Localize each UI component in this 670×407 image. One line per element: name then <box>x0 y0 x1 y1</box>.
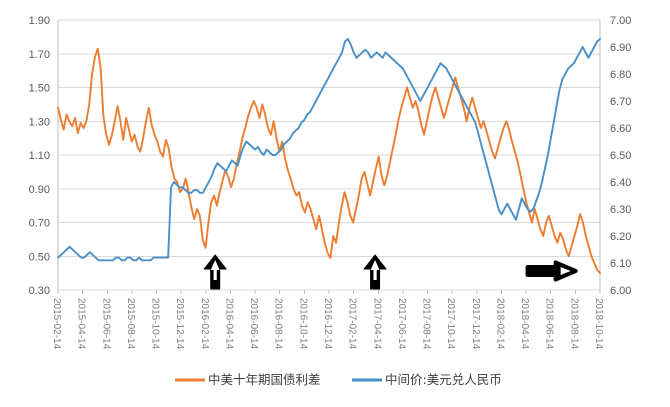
x-axis-tick-label-text: 2016-04-14 <box>223 298 234 350</box>
left-axis-tick-label: 1.70 <box>29 49 50 61</box>
right-axis-tick-label: 7.00 <box>610 15 631 27</box>
x-axis-tick-label-text: 2017-04-14 <box>371 298 382 350</box>
right-axis-tick-label: 6.80 <box>610 69 631 81</box>
x-axis-tick-label: 2017-02-14 <box>347 298 358 350</box>
x-axis-tick-label-text: 2017-06-14 <box>396 298 407 350</box>
left-axis-tick-label: 1.50 <box>29 83 50 95</box>
annotations <box>203 254 578 290</box>
x-axis-tick-label-text: 2017-02-14 <box>347 298 358 350</box>
arrow-up-inner <box>210 260 220 270</box>
left-axis-tick-label: 0.50 <box>29 251 50 263</box>
x-axis-tick-label-text: 2018-04-14 <box>519 298 530 350</box>
x-axis-tick-label: 2015-08-14 <box>125 298 136 350</box>
chart-legend: 中美十年期国债利差 中间价:美元兑人民币 <box>175 372 502 387</box>
x-axis-tick-label-text: 2015-12-14 <box>174 298 185 350</box>
right-axis-tick-label: 6.20 <box>610 231 631 243</box>
arrow-up-inner <box>370 260 380 270</box>
x-axis-tick-label-text: 2017-10-14 <box>445 298 456 350</box>
series-line-2 <box>57 37 601 262</box>
x-axis-tick-label: 2016-02-14 <box>199 298 210 350</box>
x-axis-tick-label: 2016-08-14 <box>273 298 284 350</box>
annotation-arrow-up-2 <box>363 254 387 290</box>
left-axis-tick-labels: 0.30 0.50 0.70 0.90 1.10 1.30 1.50 1.70 1.90 <box>29 15 50 297</box>
x-axis-tick-label: 2017-08-14 <box>421 298 432 350</box>
arrow-up-shaft-inner <box>373 269 377 280</box>
x-axis-tick-label: 2017-12-14 <box>470 298 481 350</box>
left-axis-tick-label: 0.70 <box>29 218 50 230</box>
x-axis-tick-label: 2016-10-14 <box>297 298 308 350</box>
x-axis-tick-label: 2015-02-14 <box>51 298 62 350</box>
x-axis-tick-label: 2016-04-14 <box>223 298 234 350</box>
series-line-1 <box>57 47 601 275</box>
legend-item-1: 中美十年期国债利差 <box>175 372 321 387</box>
x-axis-tick-label-text: 2015-02-14 <box>51 298 62 350</box>
x-axis-tick-label: 2018-04-14 <box>519 298 530 350</box>
x-axis-tick-label-text: 2016-02-14 <box>199 298 210 350</box>
right-axis-tick-label: 6.50 <box>610 150 631 162</box>
x-axis-tick-label: 2018-02-14 <box>494 298 505 350</box>
x-axis-ticks <box>57 290 601 294</box>
x-axis-tick-label-text: 2015-08-14 <box>125 298 136 350</box>
right-axis-tick-label: 6.10 <box>610 258 631 270</box>
x-axis-tick-label-text: 2016-08-14 <box>273 298 284 350</box>
right-axis-tick-label: 6.40 <box>610 177 631 189</box>
x-axis-tick-label: 2015-10-14 <box>150 298 161 350</box>
x-axis-tick-label: 2018-06-14 <box>544 298 555 350</box>
right-axis-tick-labels: 6.00 6.10 6.20 6.30 6.40 6.50 6.60 6.70 6.80 6.90… <box>610 15 631 297</box>
x-axis-tick-label: 2017-06-14 <box>396 298 407 350</box>
x-axis-tick-label-text: 2016-06-14 <box>248 298 259 350</box>
left-axis-tick-label: 1.30 <box>29 116 50 128</box>
x-axis-tick-label: 2015-06-14 <box>100 298 111 350</box>
x-axis-tick-label: 2016-06-14 <box>248 298 259 350</box>
gridlines <box>57 19 601 291</box>
x-axis-tick-label-text: 2015-06-14 <box>100 298 111 350</box>
x-axis-tick-label-text: 2016-12-14 <box>322 298 333 350</box>
arrow-right-inner <box>560 267 571 275</box>
x-axis-tick-label-text: 2016-10-14 <box>297 298 308 350</box>
annotation-arrow-right-1 <box>525 260 578 282</box>
x-axis-tick-label: 2018-08-14 <box>568 298 579 350</box>
x-axis-tick-label-text: 2018-06-14 <box>544 298 555 350</box>
legend-label: 中美十年期国债利差 <box>208 372 321 387</box>
annotation-arrow-up-1 <box>203 254 227 290</box>
x-axis-tick-label-text: 2018-08-14 <box>568 298 579 350</box>
right-axis-tick-label: 6.00 <box>610 285 631 297</box>
x-axis-tick-label-text: 2015-04-14 <box>76 298 87 350</box>
x-axis-tick-label: 2015-12-14 <box>174 298 185 350</box>
x-axis-tick-label: 2017-10-14 <box>445 298 456 350</box>
left-axis-tick-label: 0.90 <box>29 184 50 196</box>
arrow-right-icon <box>525 260 578 282</box>
left-axis-tick-label: 1.10 <box>29 150 50 162</box>
x-axis-tick-label: 2017-04-14 <box>371 298 382 350</box>
left-axis-tick-label: 0.30 <box>29 285 50 297</box>
x-axis-tick-label: 2018-10-14 <box>593 298 604 350</box>
right-axis-tick-label: 6.60 <box>610 123 631 135</box>
x-axis-tick-label: 2015-04-14 <box>76 298 87 350</box>
x-axis-tick-label-text: 2015-10-14 <box>150 298 161 350</box>
x-axis-tick-labels: 2015-02-14 2015-04-14 2015-06-14 2015-08-14… <box>51 298 604 350</box>
x-axis-tick-label-text: 2017-12-14 <box>470 298 481 350</box>
x-axis-tick-label: 2016-12-14 <box>322 298 333 350</box>
legend-item-2: 中间价:美元兑人民币 <box>352 372 502 387</box>
right-axis-tick-label: 6.90 <box>610 42 631 54</box>
series-lines <box>57 37 601 275</box>
right-axis-tick-label: 6.30 <box>610 204 631 216</box>
right-axis-tick-label: 6.70 <box>610 96 631 108</box>
arrow-up-shaft-inner <box>213 269 217 280</box>
x-axis-tick-label-text: 2018-10-14 <box>593 298 604 350</box>
left-axis-tick-label: 1.90 <box>29 15 50 27</box>
x-axis-tick-label-text: 2018-02-14 <box>494 298 505 350</box>
legend-label: 中间价:美元兑人民币 <box>385 372 502 387</box>
x-axis-tick-label-text: 2017-08-14 <box>421 298 432 350</box>
